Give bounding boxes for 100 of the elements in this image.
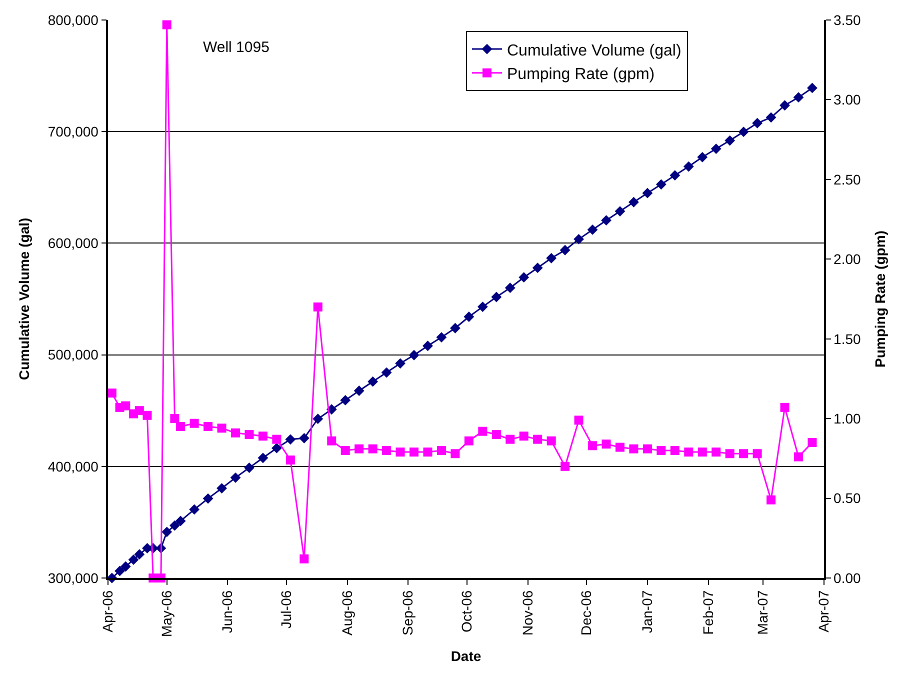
point: [752, 118, 762, 128]
point: [546, 252, 557, 264]
point: [478, 426, 488, 436]
point: [642, 188, 653, 198]
point: [382, 446, 392, 455]
point: [298, 432, 310, 444]
point: [162, 526, 172, 538]
point: [312, 414, 324, 424]
x-tick-label: Jun-06: [219, 590, 236, 634]
x-tick-label: Oct-06: [458, 590, 475, 632]
point: [698, 448, 707, 457]
point: [808, 438, 817, 447]
point: [422, 340, 433, 352]
point: [134, 549, 145, 560]
y2-tick-label: 0.00: [834, 570, 862, 586]
point: [477, 302, 488, 312]
point: [560, 244, 570, 256]
point: [300, 554, 309, 564]
y-tick-label: 500,000: [48, 346, 99, 363]
point: [766, 112, 776, 123]
point: [533, 434, 542, 444]
point: [120, 561, 131, 572]
y2-tick-label: 3.50: [834, 12, 862, 28]
point: [780, 402, 790, 412]
point: [629, 444, 638, 454]
point: [189, 504, 200, 515]
x-tick-label: Aug-06: [338, 590, 355, 636]
point: [170, 520, 180, 531]
point: [518, 272, 530, 283]
point: [230, 472, 241, 483]
point: [134, 406, 144, 416]
point: [231, 428, 240, 438]
point: [381, 367, 392, 378]
x-tick-label: Dec-06: [578, 590, 594, 636]
point: [519, 432, 528, 441]
point: [712, 448, 721, 457]
point: [258, 432, 268, 441]
point: [560, 462, 570, 471]
point: [354, 386, 364, 396]
x-tick-label: Jul-06: [278, 590, 294, 628]
point: [313, 302, 322, 312]
point: [436, 446, 446, 455]
point: [396, 448, 405, 457]
point: [574, 234, 584, 244]
point: [286, 456, 295, 465]
point: [450, 322, 460, 334]
point: [725, 449, 734, 458]
point: [574, 416, 584, 425]
point: [532, 262, 543, 274]
point: [794, 452, 803, 462]
y-tick-label: 300,000: [48, 570, 99, 586]
point: [162, 20, 172, 30]
point: [464, 312, 474, 322]
point: [807, 82, 818, 94]
x-tick-label: Apr-07: [816, 590, 832, 632]
point: [410, 448, 419, 457]
y2-tick-label: 1.00: [834, 410, 862, 426]
y2-tick-label: 2.50: [834, 171, 862, 188]
point: [175, 516, 186, 526]
point: [780, 100, 790, 111]
x-tick-label: Mar-07: [754, 590, 771, 635]
point: [642, 444, 652, 454]
point: [464, 436, 474, 446]
point: [739, 449, 748, 458]
point: [491, 292, 502, 302]
x-tick-label: May-06: [158, 590, 174, 638]
x-tick-label: Nov-06: [519, 590, 536, 636]
point: [202, 493, 214, 504]
point: [121, 401, 130, 410]
point: [506, 434, 515, 444]
point: [244, 462, 254, 473]
point: [272, 434, 282, 444]
annotation: Well 1095: [203, 39, 270, 56]
point: [492, 430, 501, 440]
y-tick-label: 400,000: [48, 458, 99, 474]
y-tick-label: 700,000: [48, 124, 99, 140]
y2-axis-title: Pumping Rate (gpm): [872, 230, 888, 368]
point: [170, 414, 180, 424]
point: [128, 554, 139, 565]
point: [697, 152, 708, 162]
point: [272, 442, 282, 454]
point: [204, 422, 213, 432]
point: [114, 566, 125, 576]
point: [217, 424, 226, 433]
point: [683, 161, 694, 172]
point: [656, 446, 666, 455]
point: [628, 196, 639, 208]
point: [395, 358, 406, 369]
point: [176, 422, 186, 432]
x-axis-title: Date: [450, 648, 482, 664]
x-tick-label: Sep-06: [400, 590, 416, 636]
point: [670, 446, 680, 455]
point: [340, 446, 350, 455]
point: [107, 388, 116, 398]
point: [408, 350, 420, 360]
point: [601, 215, 612, 226]
point: [588, 441, 598, 450]
point: [710, 144, 722, 154]
point: [684, 448, 694, 457]
point: [423, 448, 432, 457]
